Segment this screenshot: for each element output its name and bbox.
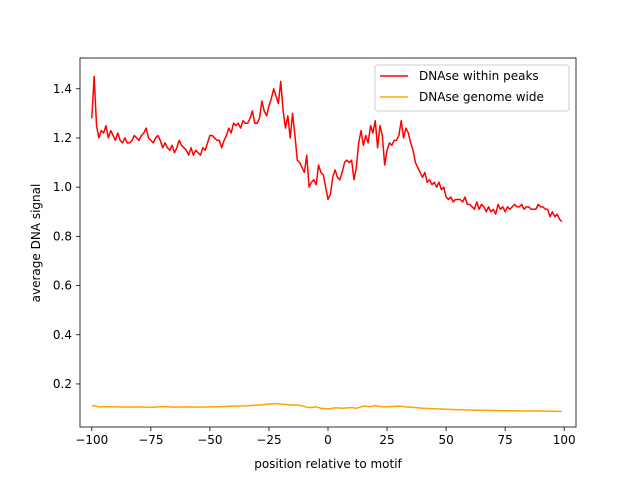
legend: DNAse within peaks DNAse genome wide: [374, 64, 570, 112]
y-tick-label: 0.4: [53, 328, 72, 342]
legend-label-2: DNAse genome wide: [419, 90, 544, 104]
x-tick-label: 25: [379, 433, 394, 447]
x-axis-label: position relative to motif: [254, 457, 402, 471]
series-line-1: [91, 75, 563, 223]
x-tick-label: −25: [256, 433, 281, 447]
y-tick-label: 0.2: [53, 377, 72, 391]
x-tick-label: 50: [438, 433, 453, 447]
legend-label-1: DNAse within peaks: [419, 69, 539, 83]
plot-area: [79, 57, 577, 428]
y-axis-label: average DNA signal: [29, 184, 43, 303]
y-tick-label: 0.6: [53, 279, 72, 293]
y-tick-label: 1.4: [53, 82, 72, 96]
y-tick-label: 0.8: [53, 229, 72, 243]
x-tick-label: −75: [138, 433, 163, 447]
x-tick-label: −100: [75, 433, 108, 447]
x-tick-label: −50: [197, 433, 222, 447]
axes-frame: [79, 57, 577, 428]
x-tick-label: 0: [324, 433, 332, 447]
y-tick-label: 1.0: [53, 180, 72, 194]
legend-box: [374, 64, 570, 112]
x-axis: −100 −75 −50 −25 0 25 50 75 100: [75, 427, 576, 447]
y-tick-label: 1.2: [53, 131, 72, 145]
x-tick-label: 100: [553, 433, 576, 447]
series-line-2: [91, 402, 562, 413]
y-axis: 0.2 0.4 0.6 0.8 1.0 1.2 1.4: [53, 82, 80, 391]
x-tick-label: 75: [498, 433, 513, 447]
